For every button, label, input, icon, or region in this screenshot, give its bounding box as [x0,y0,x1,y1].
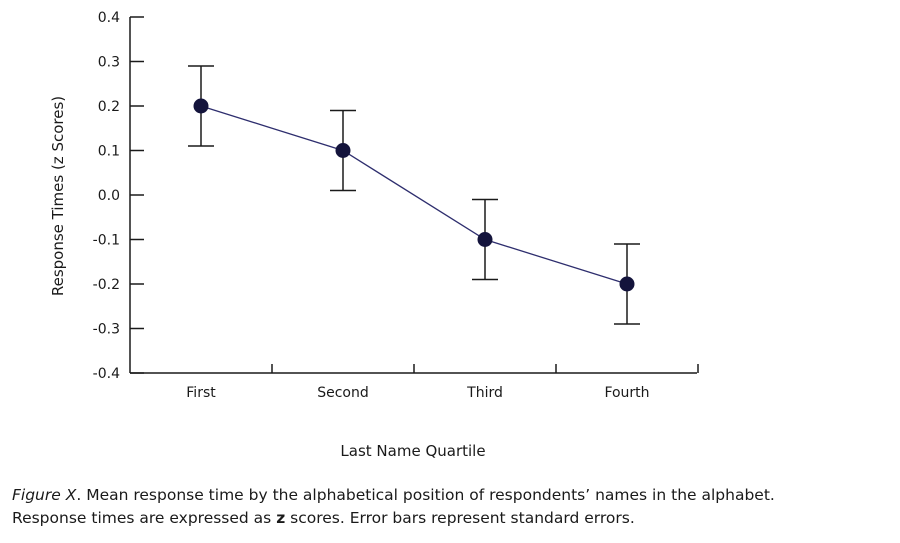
y-axis-title: Response Times (z Scores) [49,96,67,296]
y-axis: 0.4 0.3 0.2 0.1 0.0 -0.1 -0.2 -0.3 -0.4 [93,10,144,382]
y-tick-label: 0.0 [98,188,120,204]
series-line [200,105,628,285]
x-axis-title: Last Name Quartile [340,442,485,460]
x-axis: First Second Third Fourth [130,364,699,401]
y-tick-label: -0.1 [93,233,120,249]
y-tick-label: -0.4 [93,366,120,382]
series-layer [188,65,640,325]
caption-line-2-end: scores. Error bars represent standard er… [285,509,635,527]
x-tick-label: Fourth [604,385,649,401]
data-point [477,232,493,247]
chart: 0.4 0.3 0.2 0.1 0.0 -0.1 -0.2 -0.3 -0.4 First Sec… [49,10,699,460]
caption-line-2-start: Response times are expressed as [12,509,277,527]
data-point [335,143,351,158]
y-tick-label: 0.2 [98,99,120,115]
data-point [193,98,209,114]
y-tick-label: -0.2 [93,277,120,293]
x-tick-label: Third [466,385,503,401]
x-tick-label: Second [317,385,369,401]
data-point [619,276,635,292]
caption-line-1: Figure X. Mean response time by the alph… [12,484,892,507]
figure-label: Figure X [12,486,77,504]
caption-line-2: Response times are expressed as z scores… [12,507,892,530]
x-tick-label: First [186,385,216,401]
caption-line-1-text: . Mean response time by the alphabetical… [76,486,775,504]
y-tick-label: 0.3 [98,55,120,71]
y-tick-label: 0.1 [98,144,120,160]
y-tick-label: 0.4 [98,10,120,26]
caption-z-word: z [276,509,286,527]
y-tick-label: -0.3 [93,322,120,338]
figure-caption: Figure X. Mean response time by the alph… [12,484,892,530]
